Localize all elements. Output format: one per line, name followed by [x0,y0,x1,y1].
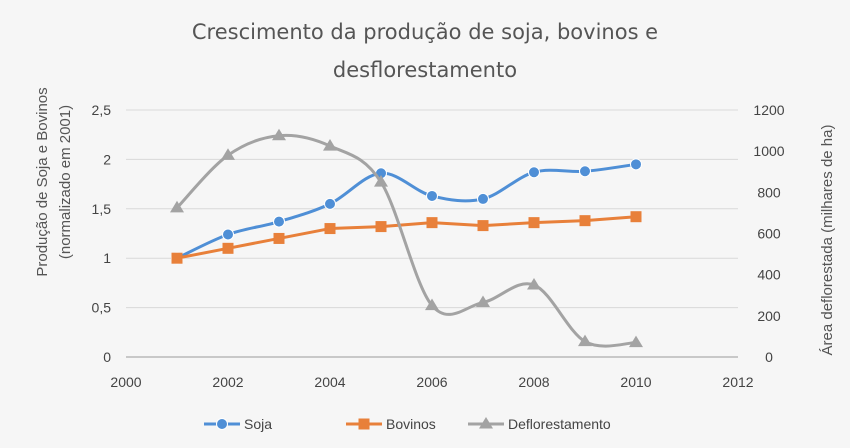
data-point-bovinos [273,232,285,244]
legend-marker-soja [216,418,228,430]
data-point-deflorestamento [629,335,643,348]
series-soja [171,158,642,265]
series-line-bovinos [175,215,638,260]
x-tick-label: 2004 [314,374,345,390]
y-right-tick-label: 200 [757,308,781,324]
legend-item-bovinos: Bovinos [346,416,436,432]
series-bovinos [171,211,642,264]
x-tick-label: 2000 [110,374,141,390]
data-point-deflorestamento [272,128,286,141]
data-point-soja [222,228,234,241]
data-point-soja [579,165,591,178]
grid-layer [126,109,738,358]
data-point-soja [324,197,336,210]
data-point-deflorestamento [374,175,388,187]
data-point-deflorestamento [425,298,439,311]
data-point-deflorestamento [476,295,490,308]
y-right-tick-label: 1200 [753,102,784,118]
x-tick-label: 2008 [518,374,549,390]
y-left-tick-label: 0,5 [92,300,112,316]
data-point-deflorestamento [221,148,235,160]
legend-marker-deflorestamento [479,417,493,429]
data-point-bovinos [630,211,642,223]
data-point-soja [273,215,285,228]
axis-layer: 0 0,5 1 1,5 2 2,5 0 200 400 600 800 1000 1200 2000 200… [92,102,785,390]
legend: Soja Bovinos Deflorestamento [204,416,611,432]
data-point-soja [528,166,540,179]
data-point-bovinos [171,252,183,264]
x-tick-label: 2002 [212,374,243,390]
data-point-soja [477,192,489,205]
data-point-deflorestamento [578,334,592,347]
legend-item-soja: Soja [204,416,272,432]
y-right-tick-label: 800 [757,184,781,200]
left-axis-title-line-1: Produção de Soja e Bovinos [34,87,51,276]
y-left-tick-label: 0 [103,349,111,365]
y-left-tick-label: 2 [103,151,111,167]
legend-item-deflorestamento: Deflorestamento [468,416,611,432]
data-point-bovinos [324,223,336,235]
y-right-tick-label: 1000 [753,143,784,159]
series-line-soja [175,162,638,260]
series-layer [170,128,643,348]
data-point-bovinos [426,217,438,229]
series-deflorestamento [170,128,643,348]
y-right-tick-label: 400 [757,267,781,283]
legend-label-deflorestamento: Deflorestamento [508,416,611,432]
y-left-tick-label: 1,5 [92,201,112,217]
chart-title-line-2: desflorestamento [333,58,517,82]
chart-title-line-1: Crescimento da produção de soja, bovinos… [192,20,658,44]
data-point-bovinos [375,221,387,233]
y-right-tick-label: 0 [765,349,773,365]
data-point-bovinos [477,220,489,232]
series-line-deflorestamento [175,133,638,348]
right-axis-title: Área deflorestada (milhares de ha) [819,125,836,356]
y-left-tick-label: 1 [103,250,111,266]
legend-label-bovinos: Bovinos [386,416,436,432]
y-left-tick-label: 2,5 [92,102,112,118]
data-point-deflorestamento [323,139,337,151]
data-point-bovinos [528,217,540,229]
data-point-deflorestamento [527,277,541,290]
data-point-bovinos [222,242,234,254]
data-point-deflorestamento [170,200,184,213]
left-axis-title-line-2: (normalizado em 2001) [57,105,74,259]
data-point-soja [426,189,438,202]
y-right-tick-label: 600 [757,226,781,242]
x-tick-label: 2010 [620,374,651,390]
legend-label-soja: Soja [244,416,272,432]
data-point-soja [630,158,642,171]
x-tick-label: 2012 [722,374,753,390]
data-point-bovinos [579,215,591,227]
x-tick-label: 2006 [416,374,447,390]
legend-marker-bovinos [358,418,370,430]
